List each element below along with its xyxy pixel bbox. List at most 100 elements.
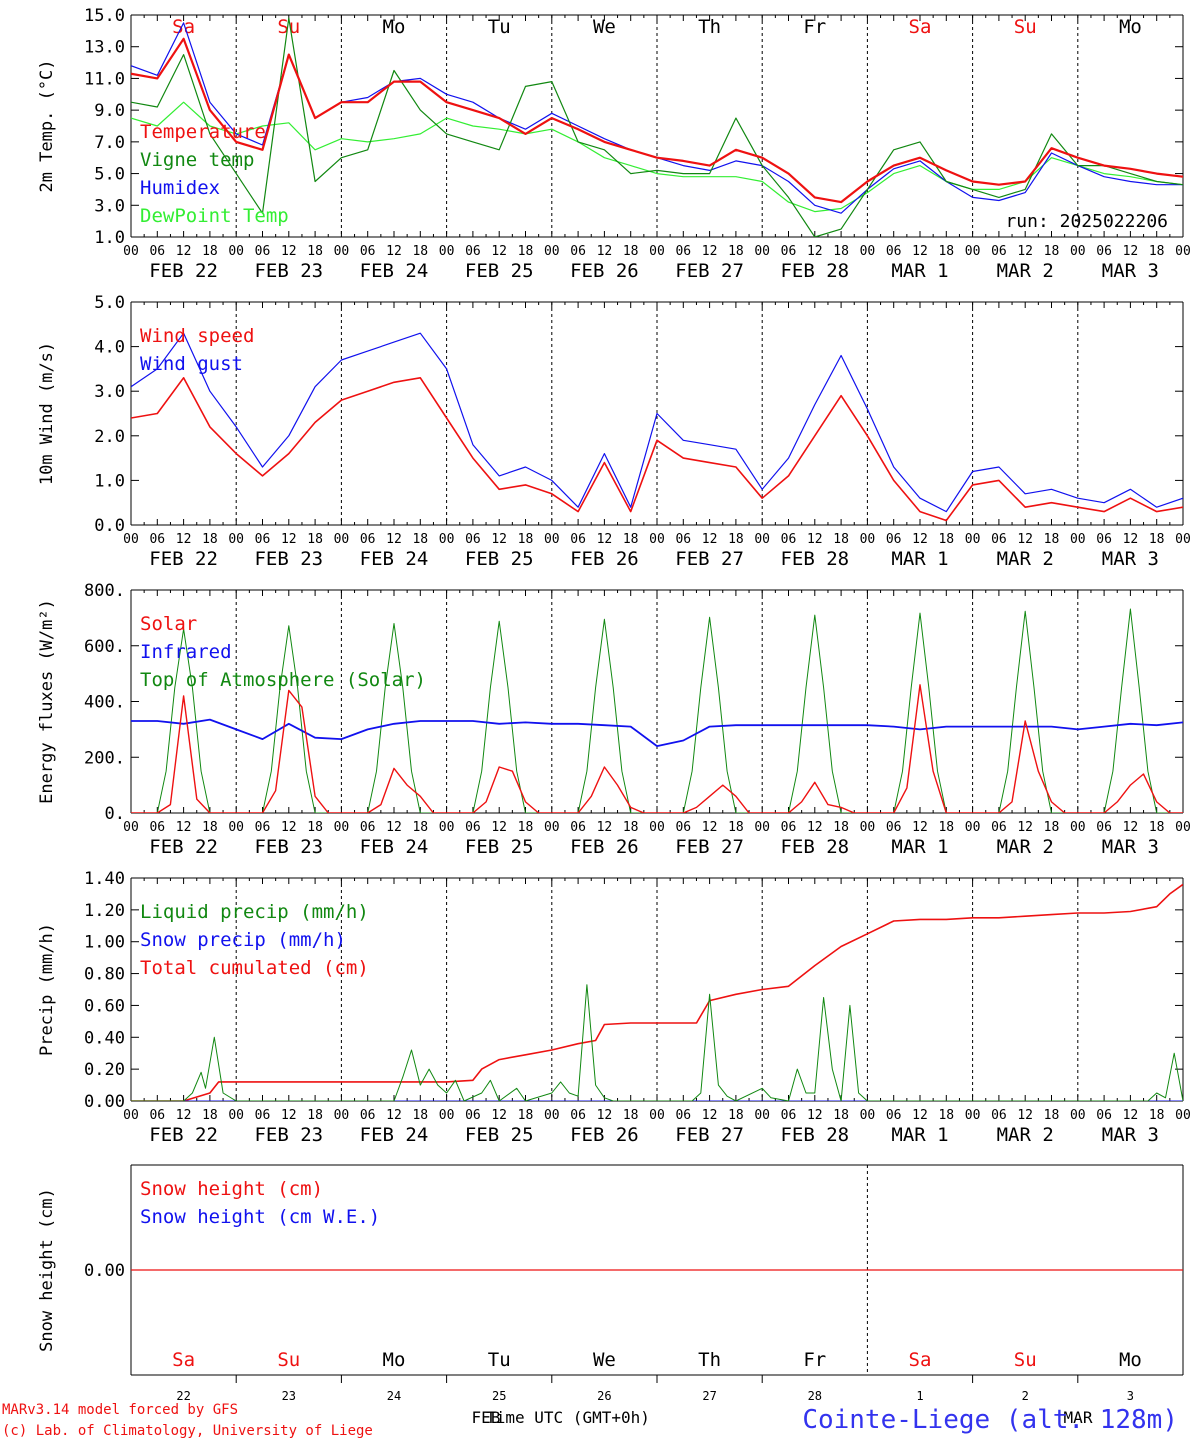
y-axis-label: Energy fluxes (W/m²) bbox=[37, 599, 57, 804]
day-number-label: 24 bbox=[387, 1389, 401, 1403]
weekday-label: Su bbox=[277, 1349, 300, 1371]
hour-tick-label: 12 bbox=[807, 244, 823, 259]
date-label: FEB 28 bbox=[780, 836, 849, 858]
y-tick-label: 0.80 bbox=[84, 965, 125, 985]
date-label: FEB 28 bbox=[780, 1124, 849, 1146]
date-label: FEB 25 bbox=[465, 548, 534, 570]
hour-tick-label: 12 bbox=[491, 820, 507, 835]
date-label: MAR 3 bbox=[1102, 1124, 1159, 1146]
panel-energy: 00 06 12 18 00 06 12 18 00 06 12 18 00 06 12 18 00 06 12 18… bbox=[37, 581, 1191, 858]
date-label: FEB 27 bbox=[675, 1124, 744, 1146]
y-tick-label: 4.0 bbox=[94, 338, 125, 358]
weekday-label: Mo bbox=[383, 1349, 406, 1371]
day-number-label: 27 bbox=[702, 1389, 716, 1403]
panel-precip: 00 06 12 18 00 06 12 18 00 06 12 18 00 06 12 18 00 06 12 18… bbox=[37, 869, 1191, 1146]
day-number-label: 25 bbox=[492, 1389, 506, 1403]
hour-tick-label: 18 bbox=[1149, 1108, 1165, 1123]
hour-tick-label: 18 bbox=[938, 244, 954, 259]
hour-tick-label: 06 bbox=[1096, 532, 1112, 547]
series-line-infrared bbox=[131, 718, 1183, 747]
hour-tick-label: 12 bbox=[597, 1108, 613, 1123]
hour-tick-label: 00 bbox=[228, 1108, 244, 1123]
hour-tick-label: 00 bbox=[965, 244, 981, 259]
hour-tick-label: 12 bbox=[912, 244, 928, 259]
hour-tick-label: 00 bbox=[965, 532, 981, 547]
hour-tick-label: 12 bbox=[1123, 244, 1139, 259]
y-tick-label: 0. bbox=[105, 804, 125, 824]
date-label: FEB 22 bbox=[149, 1124, 218, 1146]
weekday-label: Mo bbox=[1119, 1349, 1142, 1371]
hour-tick-label: 00 bbox=[439, 1108, 455, 1123]
hour-tick-label: 00 bbox=[649, 820, 665, 835]
hour-tick-label: 00 bbox=[649, 1108, 665, 1123]
legend-entry: Temperature bbox=[140, 121, 266, 143]
date-label: FEB 28 bbox=[780, 260, 849, 282]
date-label: FEB 26 bbox=[570, 836, 639, 858]
day-number-label: 22 bbox=[176, 1389, 190, 1403]
hour-tick-label: 00 bbox=[754, 532, 770, 547]
legend-entry: Vigne temp bbox=[140, 149, 254, 171]
y-tick-label: 1.0 bbox=[94, 471, 125, 491]
hour-tick-label: 06 bbox=[255, 1108, 271, 1123]
hour-tick-label: 18 bbox=[412, 244, 428, 259]
hour-tick-label: 12 bbox=[1017, 532, 1033, 547]
series-line-temperature bbox=[131, 37, 1183, 204]
hour-tick-label: 06 bbox=[781, 532, 797, 547]
station-label: Cointe-Liege (alt. 128m) bbox=[802, 1405, 1178, 1435]
footer-line-1: MARv3.14 model forced by GFS bbox=[2, 1402, 238, 1418]
hour-tick-label: 12 bbox=[176, 532, 192, 547]
hour-tick-label: 12 bbox=[1123, 1108, 1139, 1123]
hour-tick-label: 18 bbox=[1149, 820, 1165, 835]
weekday-label: Su bbox=[1014, 1349, 1037, 1371]
y-tick-label: 5.0 bbox=[94, 165, 125, 185]
weekday-label: Fr bbox=[803, 1349, 826, 1371]
hour-tick-label: 18 bbox=[728, 820, 744, 835]
legend-entry: Snow height (cm W.E.) bbox=[140, 1206, 380, 1228]
panel-wind: 00 06 12 18 00 06 12 18 00 06 12 18 00 06 12 18 00 06 12 18… bbox=[37, 293, 1191, 570]
legend-entry: Total cumulated (cm) bbox=[140, 957, 369, 979]
date-label: FEB 24 bbox=[360, 1124, 429, 1146]
hour-tick-label: 12 bbox=[597, 820, 613, 835]
series-group bbox=[131, 17, 1183, 237]
weekday-label: Su bbox=[277, 16, 300, 38]
date-label: MAR 1 bbox=[891, 836, 948, 858]
hour-tick-label: 06 bbox=[570, 820, 586, 835]
hour-tick-label: 00 bbox=[1175, 820, 1191, 835]
date-label: FEB 27 bbox=[675, 548, 744, 570]
weekday-label: Sa bbox=[909, 1349, 932, 1371]
hour-tick-label: 06 bbox=[570, 532, 586, 547]
weekday-label: Fr bbox=[803, 16, 826, 38]
hour-tick-label: 12 bbox=[912, 820, 928, 835]
hour-tick-label: 12 bbox=[597, 532, 613, 547]
hour-tick-label: 12 bbox=[597, 244, 613, 259]
weekday-label: Th bbox=[698, 16, 721, 38]
hour-tick-label: 00 bbox=[544, 1108, 560, 1123]
hour-tick-label: 06 bbox=[149, 1108, 165, 1123]
date-label: FEB 27 bbox=[675, 836, 744, 858]
panel-snow: 0.00 Sa 22 Su 23 Mo 24 Tu 25 We 26 Th 27 Fr 28 Sa 1 Su 2 Mo… bbox=[37, 1164, 1184, 1427]
hour-tick-label: 12 bbox=[386, 532, 402, 547]
y-axis-label: Snow height (cm) bbox=[37, 1188, 57, 1352]
hour-tick-label: 12 bbox=[491, 244, 507, 259]
hour-tick-label: 06 bbox=[360, 1108, 376, 1123]
weekday-label: We bbox=[593, 16, 616, 38]
hour-tick-label: 12 bbox=[491, 1108, 507, 1123]
series-group bbox=[131, 883, 1183, 1101]
hour-tick-label: 00 bbox=[1070, 820, 1086, 835]
hour-tick-label: 18 bbox=[728, 244, 744, 259]
hour-tick-label: 00 bbox=[1070, 532, 1086, 547]
legend-entry: Infrared bbox=[140, 641, 232, 663]
weekday-label: Sa bbox=[172, 16, 195, 38]
hour-tick-label: 00 bbox=[123, 1108, 139, 1123]
hour-tick-label: 00 bbox=[649, 244, 665, 259]
legend-entry: DewPoint Temp bbox=[140, 205, 289, 227]
y-tick-label: 9.0 bbox=[94, 101, 125, 121]
weekday-label: Mo bbox=[1119, 16, 1142, 38]
y-tick-label: 0.40 bbox=[84, 1028, 125, 1048]
date-label: FEB 25 bbox=[465, 260, 534, 282]
hour-tick-label: 00 bbox=[965, 820, 981, 835]
hour-tick-label: 06 bbox=[1096, 244, 1112, 259]
date-label: MAR 1 bbox=[891, 548, 948, 570]
hour-tick-label: 18 bbox=[833, 820, 849, 835]
hour-tick-label: 12 bbox=[491, 532, 507, 547]
